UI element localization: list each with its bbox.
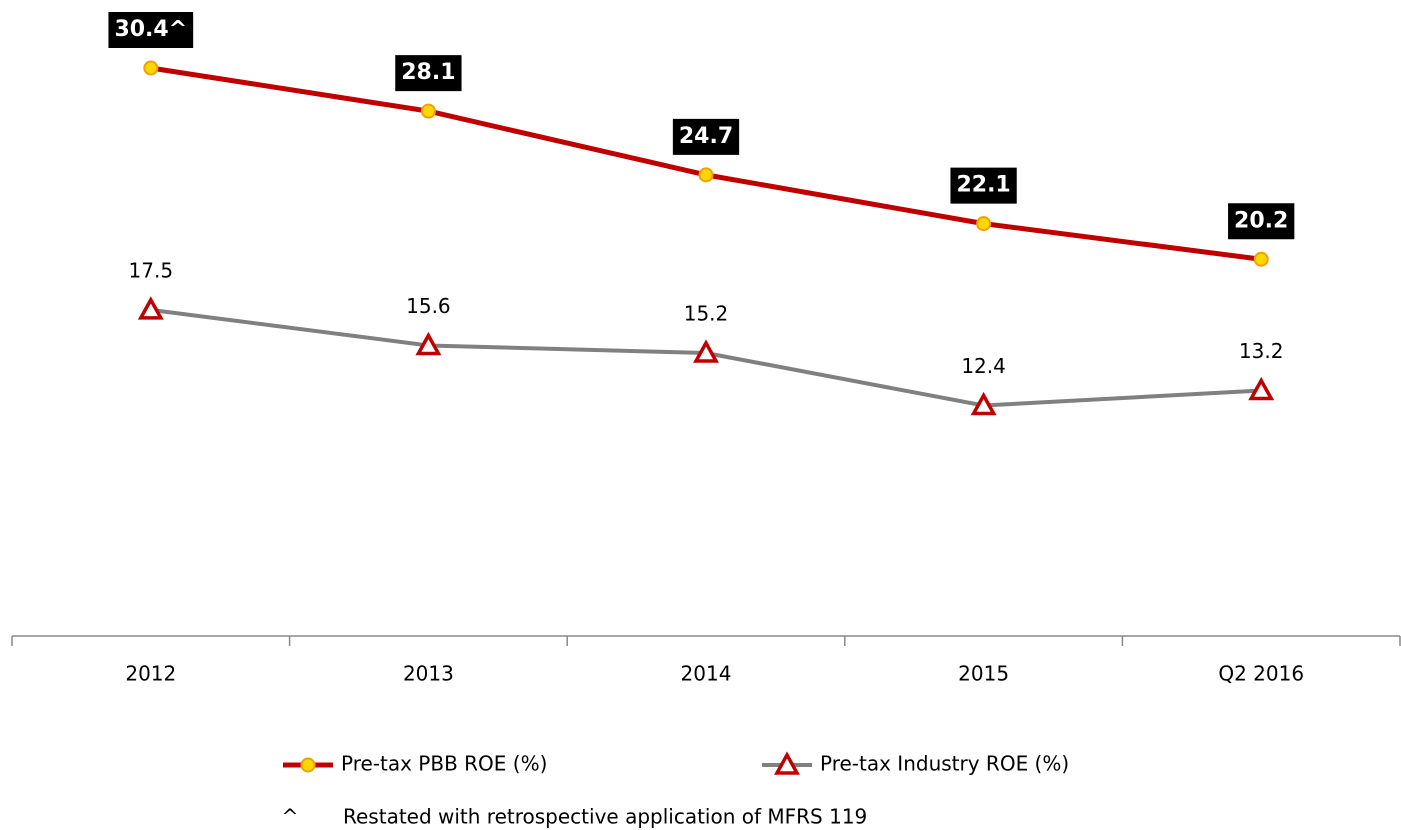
legend-label: Pre-tax PBB ROE (%)	[341, 752, 547, 776]
point	[970, 391, 997, 416]
point	[420, 103, 436, 119]
data-label: 22.1	[950, 167, 1017, 204]
data-label: 30.4^	[108, 12, 194, 48]
line	[150, 65, 1262, 262]
data-label: 24.7	[672, 118, 740, 155]
x-tick-label: 2014	[681, 662, 732, 686]
data-label-box	[108, 12, 194, 48]
point	[1253, 251, 1269, 267]
data-label-text: 30.4^	[114, 17, 187, 42]
point	[693, 339, 719, 363]
footnote-marker: ^	[282, 805, 299, 829]
data-label-box	[395, 55, 462, 92]
x-tick-label: Q2 2016	[1218, 662, 1304, 686]
legend-marker	[300, 757, 316, 773]
data-label: 15.6	[406, 294, 451, 318]
data-label: 28.1	[395, 55, 462, 92]
point	[698, 167, 714, 183]
data-label: 17.5	[129, 258, 174, 282]
x-tick-label: 2012	[125, 662, 176, 686]
footnote-text: Restated with retrospective application …	[343, 805, 867, 829]
point	[976, 216, 992, 232]
point	[137, 296, 164, 320]
data-label-text: 22.1	[956, 173, 1010, 198]
data-label-box	[1228, 203, 1295, 240]
data-label: 12.4	[961, 354, 1006, 378]
data-label: 13.2	[1239, 339, 1284, 363]
data-label: 20.2	[1228, 203, 1295, 240]
x-tick-label: 2015	[958, 662, 1009, 686]
data-label-text: 28.1	[401, 60, 455, 85]
point	[1248, 376, 1275, 401]
legend-label: Pre-tax Industry ROE (%)	[820, 752, 1069, 776]
data-label: 15.2	[684, 302, 729, 326]
legend-marker	[774, 751, 800, 775]
data-label-box	[950, 167, 1017, 204]
point	[415, 331, 442, 356]
data-label-text: 24.7	[679, 124, 733, 149]
data-label-box	[672, 118, 740, 155]
point	[143, 60, 159, 76]
x-tick-label: 2013	[403, 662, 454, 686]
data-label-text: 20.2	[1234, 208, 1288, 233]
